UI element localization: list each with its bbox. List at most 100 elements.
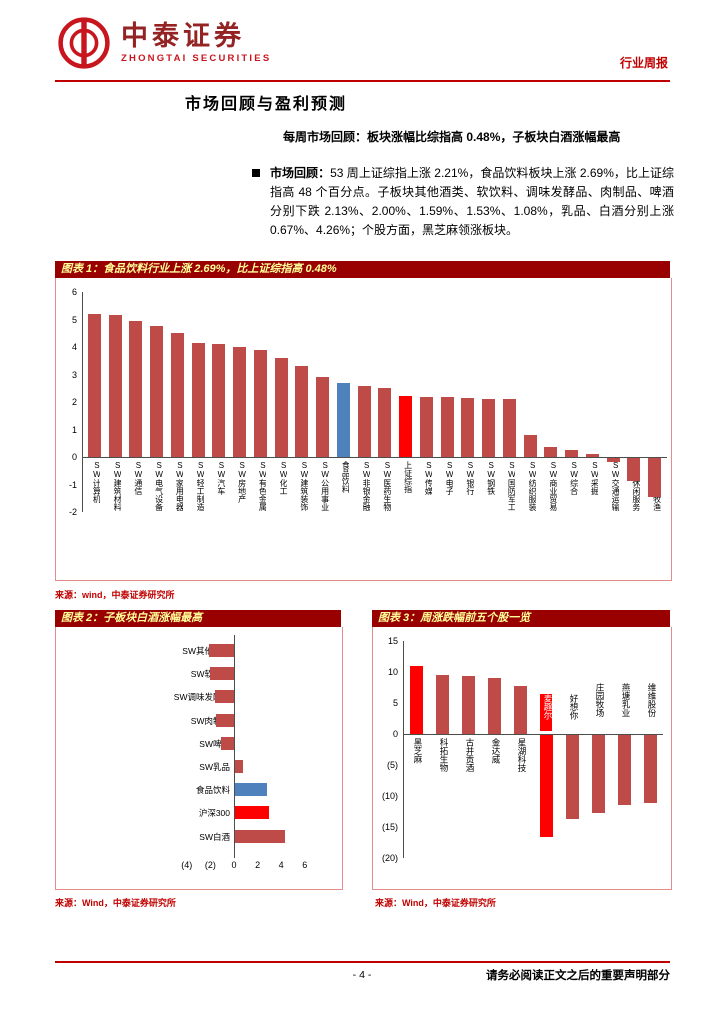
bar-SW有色金属 xyxy=(253,349,267,457)
x-axis-label: 维维股份 xyxy=(647,683,656,717)
bullet-square-icon xyxy=(252,169,260,177)
x-axis-label: SW纺织服装 xyxy=(528,461,537,511)
category-label: SW肉制品 xyxy=(190,715,230,726)
bar-上证综指 xyxy=(399,396,413,457)
y-axis-tick-label: 3 xyxy=(71,369,77,380)
zhongtai-emblem-icon xyxy=(58,17,110,69)
x-axis-label: 庄园牧场 xyxy=(595,683,604,717)
y-axis-tick-label: 0 xyxy=(392,729,398,739)
figure-1-source: 来源：wind，中泰证券研究所 xyxy=(55,590,175,600)
x-axis-tick-label: 2 xyxy=(255,859,261,870)
stock-movers-chart: 15 10 5 0 (5) (10) (15) (20) 黑芝麻 科拓生物 古井贡酒 金达威 星湖科技 麦… xyxy=(372,627,672,890)
x-axis-label: 古井贡酒 xyxy=(465,738,474,772)
category-label: SW其他酒类 xyxy=(182,646,230,656)
subsector-change-chart: SW其他酒类 SW软饮料 SW调味发酵品 SW肉制品 SW啤酒 SW乳品食品饮料沪深300… xyxy=(55,627,343,890)
x-axis-tick-label: 6 xyxy=(302,859,308,870)
bar-SW纺织服装 xyxy=(523,435,537,457)
x-axis-tick-label: (4) xyxy=(181,859,193,870)
category-label: SW乳品 xyxy=(199,762,230,772)
y-axis-line xyxy=(82,292,83,512)
paragraph-lead: 市场回顾： xyxy=(270,166,331,180)
x-axis-label: SW有色金属 xyxy=(258,461,267,511)
x-axis-label: 麦趣尔 xyxy=(540,694,552,731)
bar-庄园牧场 xyxy=(591,735,605,814)
bar-SW钢铁 xyxy=(482,398,496,457)
bar-SW非银金融 xyxy=(357,385,371,457)
category-label: 食品饮料 xyxy=(195,785,230,796)
y-axis-tick-label: 10 xyxy=(387,667,398,677)
x-axis-label: SW轻工制造 xyxy=(196,461,205,511)
figure-2-source: 来源：Wind，中泰证券研究所 xyxy=(55,898,176,908)
footer-disclaimer: 请务必阅读正文之后的重要声明部分 xyxy=(486,970,670,982)
zero-axis-line xyxy=(234,635,235,858)
bar-SW其他酒类 xyxy=(208,644,234,657)
x-axis-label: 黑芝麻 xyxy=(413,738,422,764)
x-axis-label: SW传媒 xyxy=(424,461,433,495)
bar-星湖科技 xyxy=(513,685,527,734)
y-axis-tick-label: 5 xyxy=(71,314,77,325)
y-axis-tick-label: 1 xyxy=(71,424,77,435)
bar-沪深300 xyxy=(235,806,269,820)
bar-SW通信 xyxy=(129,320,143,457)
bar-SW调味发酵品 xyxy=(215,690,234,704)
y-axis-tick-label: (10) xyxy=(381,791,398,801)
bar-好想你 xyxy=(565,735,579,819)
x-axis-label: SW房地产 xyxy=(237,461,246,503)
logo-name-en: ZHONGTAI SECURITIES xyxy=(121,53,272,65)
y-axis-line xyxy=(403,641,404,858)
bar-SW家用电器 xyxy=(170,333,184,457)
bar-SW计算机 xyxy=(87,314,101,457)
x-axis-tick-label: 0 xyxy=(231,859,237,870)
zero-line xyxy=(82,457,667,458)
x-axis-label: SW通信 xyxy=(133,461,142,495)
report-type-label: 行业周报 xyxy=(619,56,668,70)
x-axis-label: SW钢铁 xyxy=(486,461,495,495)
x-axis-label: SW休闲服务 xyxy=(631,461,640,511)
figure-3-source: 来源：Wind，中泰证券研究所 xyxy=(375,898,496,908)
x-axis-label: SW综合 xyxy=(569,461,578,495)
y-axis-tick-label: 15 xyxy=(387,636,398,646)
y-axis-tick-label: (20) xyxy=(381,853,398,863)
bar-SW商业贸易 xyxy=(544,447,558,457)
x-axis-label: 食品饮料 xyxy=(341,461,350,493)
x-axis-label: SW银行 xyxy=(465,461,474,495)
y-axis-tick-label: -1 xyxy=(68,479,77,490)
y-axis-tick-label: (5) xyxy=(387,760,398,770)
category-label: SW软饮料 xyxy=(56,668,230,680)
x-axis-label: 金达威 xyxy=(491,738,500,764)
bar-SW汽车 xyxy=(212,344,226,457)
x-axis-label: 燕塘乳业 xyxy=(621,683,630,717)
bar-SW建筑装饰 xyxy=(295,366,309,457)
x-axis-label: 科拓生物 xyxy=(439,738,448,772)
x-axis-label: SW国防军工 xyxy=(507,461,516,511)
figure-3-title: 图表 3：周涨跌幅前五个股一览 xyxy=(372,610,670,627)
x-axis-label: SW采掘 xyxy=(590,461,599,495)
bar-SW白酒 xyxy=(235,829,286,843)
x-axis-label: SW公用事业 xyxy=(320,461,329,511)
bar-SW房地产 xyxy=(233,347,247,457)
bar-SW采掘 xyxy=(585,454,599,457)
x-axis-label: SW化工 xyxy=(279,461,288,495)
header-divider xyxy=(55,80,670,82)
figure-2-title: 图表 2：子板块白酒涨幅最高 xyxy=(55,610,341,627)
y-axis-tick-label: 0 xyxy=(71,452,77,462)
page-number: - 4 - xyxy=(352,969,372,981)
category-label: 沪深300 xyxy=(198,808,230,819)
sector-weekly-change-chart: 6 5 4 3 2 1 0 -1 -2 SW计算机 SW建筑材料 SW通信 SW电气设备 SW家用电器 SW… xyxy=(55,278,672,581)
x-axis-label: SW交通运输 xyxy=(611,461,620,511)
bar-SW啤酒 xyxy=(221,736,234,750)
x-axis-label: SW建筑材料 xyxy=(113,461,122,511)
bar-燕塘乳业 xyxy=(617,735,631,806)
bar-SW电子 xyxy=(440,397,454,457)
bar-SW传媒 xyxy=(419,396,433,457)
footer-divider xyxy=(55,961,670,963)
x-axis-label: SW医药生物 xyxy=(382,461,391,511)
bar-古井贡酒 xyxy=(461,676,475,734)
logo: 中泰证券 ZHONGTAI SECURITIES xyxy=(57,16,271,70)
bar-SW交通运输 xyxy=(606,458,620,463)
bar-科拓生物 xyxy=(435,675,449,734)
section-subtitle: 每周市场回顾：板块涨幅比综指高 0.48%，子板块白酒涨幅最高 xyxy=(283,130,621,144)
bar-SW轻工制造 xyxy=(191,342,205,457)
bar-SW肉制品 xyxy=(215,713,234,727)
